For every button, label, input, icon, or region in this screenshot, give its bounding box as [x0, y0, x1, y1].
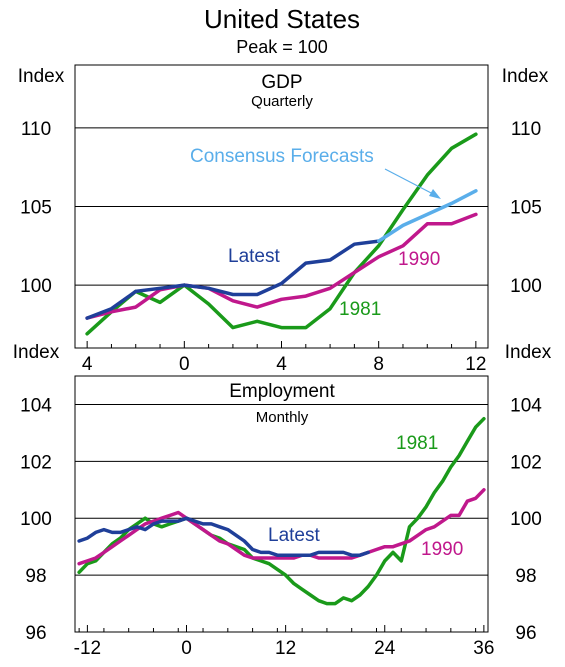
- employment-panel-title: Employment: [229, 381, 335, 402]
- y-tick-label-right: 98: [515, 566, 536, 587]
- x-tick-label: 4: [82, 354, 93, 375]
- gdp-y-ticks-left: 100 105 110: [20, 119, 52, 297]
- consensus-arrow-line: [384, 168, 436, 196]
- employment-panel: Index Index Employment Monthly 96 98 100 10…: [13, 342, 552, 659]
- series-line-1981: [77, 416, 486, 606]
- series-line-consensus-forecasts: [376, 189, 478, 243]
- gdp-label-1990: 1990: [398, 249, 440, 270]
- y-tick-label-left: 102: [20, 452, 52, 473]
- series-line-1990: [85, 212, 478, 320]
- gdp-panel-subtitle: Quarterly: [251, 93, 313, 110]
- employment-left-axis-label: Index: [13, 342, 60, 363]
- series-line-latest: [85, 239, 381, 320]
- consensus-forecasts-label: Consensus Forecasts: [190, 146, 374, 167]
- y-tick-label-left: 110: [21, 119, 51, 140]
- y-tick-label-left: 96: [25, 623, 46, 644]
- x-tick-label: 24: [374, 638, 396, 659]
- consensus-arrowhead: [429, 189, 441, 199]
- x-tick-label: -12: [74, 638, 101, 659]
- gdp-right-axis-label: Index: [502, 66, 549, 87]
- gdp-panel-title: GDP: [261, 72, 302, 93]
- employment-y-ticks-left: 96 98 100 102 104: [20, 395, 52, 644]
- x-tick-label: 0: [181, 638, 192, 659]
- y-tick-label-left: 98: [25, 566, 46, 587]
- chart-title: United States: [204, 4, 360, 34]
- y-tick-label-right: 105: [510, 198, 542, 219]
- chart-subtitle: Peak = 100: [236, 37, 328, 57]
- gdp-label-latest: Latest: [228, 246, 280, 267]
- employment-panel-subtitle: Monthly: [256, 409, 309, 426]
- series-line-1981: [85, 132, 478, 336]
- y-tick-label-right: 96: [515, 623, 536, 644]
- gdp-plot-frame: [74, 64, 489, 349]
- y-tick-label-right: 110: [511, 119, 541, 140]
- gdp-y-ticks-right: 100 105 110: [510, 119, 542, 297]
- x-tick-label: 12: [465, 354, 486, 375]
- y-tick-label-left: 104: [20, 395, 52, 416]
- gdp-x-ticks: 4 0 4 8 12: [82, 341, 486, 375]
- x-tick-label: 36: [473, 638, 494, 659]
- y-tick-label-right: 102: [510, 452, 542, 473]
- employment-label-1981: 1981: [396, 433, 438, 454]
- y-tick-label-left: 105: [20, 198, 52, 219]
- gdp-label-1981: 1981: [339, 299, 381, 320]
- employment-plot-frame: [74, 375, 489, 633]
- series-line-1990: [77, 488, 486, 566]
- x-tick-label: 4: [276, 354, 287, 375]
- employment-right-axis-label: Index: [505, 342, 552, 363]
- employment-x-ticks: -12 0 12 24 36: [74, 625, 494, 659]
- gdp-left-axis-label: Index: [18, 66, 65, 87]
- y-tick-label-right: 100: [510, 276, 542, 297]
- employment-label-1990: 1990: [421, 539, 463, 560]
- gdp-series: [85, 132, 478, 336]
- employment-label-latest: Latest: [268, 525, 320, 546]
- series-line-latest: [77, 516, 370, 557]
- y-tick-label-right: 104: [510, 395, 542, 416]
- x-tick-label: 8: [373, 354, 384, 375]
- x-tick-label: 0: [179, 354, 190, 375]
- employment-series: [77, 416, 486, 606]
- y-tick-label-left: 100: [20, 276, 52, 297]
- employment-y-ticks-right: 96 98 100 102 104: [510, 395, 542, 644]
- y-tick-label-left: 100: [20, 509, 52, 530]
- x-tick-label: 12: [275, 638, 296, 659]
- y-tick-label-right: 100: [510, 509, 542, 530]
